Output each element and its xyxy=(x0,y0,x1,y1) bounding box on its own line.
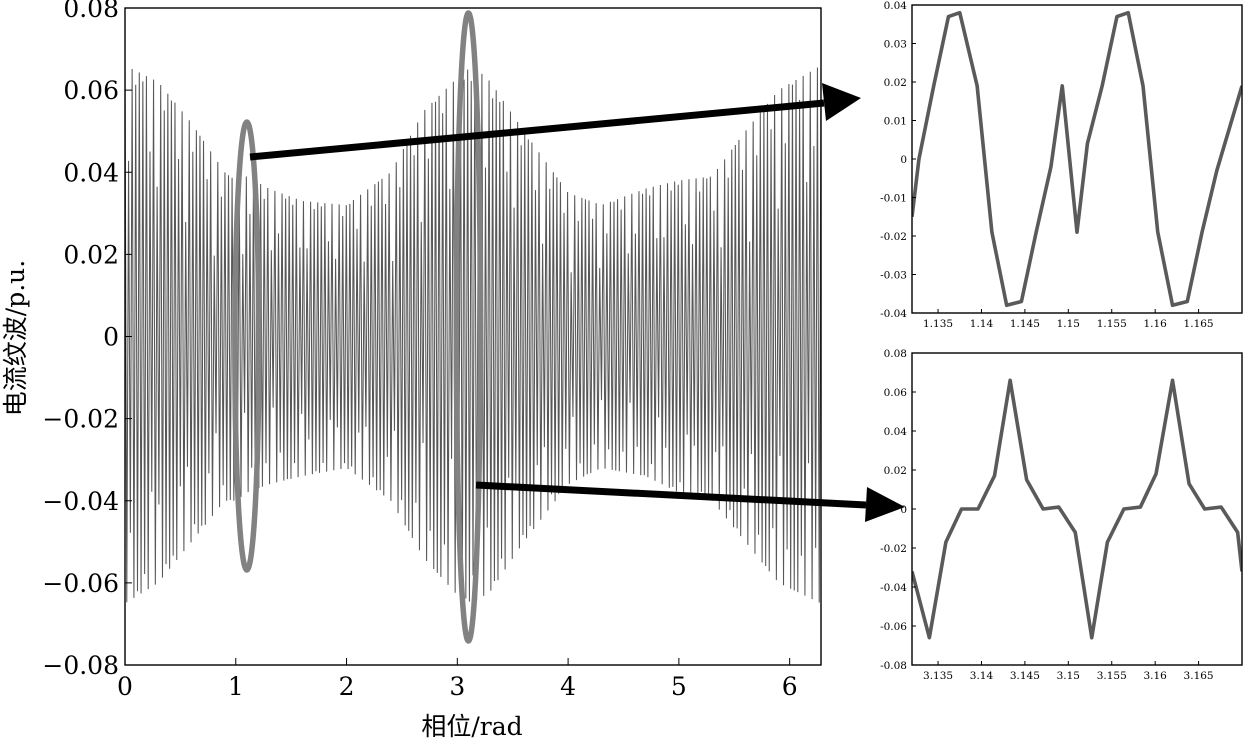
arrow-head-bottom xyxy=(865,487,905,522)
zoom-top-x-tick-label: 1.165 xyxy=(1184,318,1214,330)
zoom-top-plot-frame xyxy=(911,4,1243,314)
zoom-bottom-x-tick-label: 3.155 xyxy=(1097,670,1127,682)
zoom-bottom-y-tick-label: -0.06 xyxy=(880,621,907,633)
zoom-top-y-tick-label: -0.03 xyxy=(880,270,907,282)
main-y-tick-label: −0.06 xyxy=(42,569,119,598)
main-x-tick-label: 2 xyxy=(339,672,355,701)
zoom-top-series-line xyxy=(912,10,1242,308)
zoom-top-y-tick-label: -0.01 xyxy=(880,193,907,205)
zoom-bottom-line-group xyxy=(912,378,1242,640)
arrow-to-bottom-zoom xyxy=(475,481,867,509)
zoom-top-y-tick-label: 0.03 xyxy=(884,39,907,51)
arrow-to-top-zoom xyxy=(249,99,825,161)
zoom-bottom-y-tick-label: 0.04 xyxy=(884,426,908,438)
main-x-tick-label: 4 xyxy=(560,672,576,701)
main-y-tick-label: 0.02 xyxy=(63,240,119,269)
zoom-bottom-x-tick-label: 3.145 xyxy=(1010,670,1040,682)
main-waveform-series xyxy=(125,65,821,603)
main-y-tick-label: 0 xyxy=(103,323,119,352)
zoom-top-x-tick-label: 1.145 xyxy=(1010,318,1040,330)
main-waveform-group xyxy=(125,65,821,603)
zoom-bottom-y-tick-label: 0.02 xyxy=(884,465,907,477)
zoom-bottom-y-tick-label: 0 xyxy=(900,504,907,516)
main-x-tick-label: 5 xyxy=(671,672,687,701)
zoom-top-y-tick-label: 0 xyxy=(900,154,907,166)
main-x-tick-label: 6 xyxy=(782,672,798,701)
highlight-ellipse-1 xyxy=(232,119,262,573)
main-y-tick-label: 0.06 xyxy=(63,76,119,105)
zoom-bottom-y-tick-label: -0.08 xyxy=(880,660,907,672)
main-y-tick-label: −0.02 xyxy=(42,405,119,434)
main-y-tick-label: 0.04 xyxy=(63,158,119,187)
main-x-axis-title: 相位/rad xyxy=(421,712,522,741)
zoom-top-y-tick-label: 0.02 xyxy=(884,77,907,89)
zoom-chart-bottom: 3.135 3.14 3.145 3.15 3.155 3.16 3.165 0.08 0.06… xyxy=(880,348,1243,682)
main-y-tick-label: −0.04 xyxy=(42,487,119,516)
zoom-chart-top: 1.135 1.14 1.145 1.15 1.155 1.16 1.165 0.04 0.03… xyxy=(880,0,1243,330)
zoom-bottom-ticks: 3.135 3.14 3.145 3.15 3.155 3.16 3.165 0.08 0.06… xyxy=(880,348,1214,682)
main-y-tick-label: 0.08 xyxy=(63,0,119,23)
main-y-tick-label: −0.08 xyxy=(42,651,119,680)
zoom-top-y-tick-label: -0.04 xyxy=(880,308,907,320)
callout-arrows xyxy=(249,83,905,522)
highlight-ellipse-2 xyxy=(453,10,484,644)
zoom-top-y-tick-label: 0.04 xyxy=(884,0,908,12)
zoom-top-x-tick-label: 1.14 xyxy=(970,318,994,330)
main-x-tick-label: 0 xyxy=(117,672,133,701)
zoom-top-ticks: 1.135 1.14 1.145 1.15 1.155 1.16 1.165 0.04 0.03… xyxy=(880,0,1214,330)
zoom-bottom-y-tick-label: 0.08 xyxy=(884,348,907,360)
zoom-top-y-tick-label: 0.01 xyxy=(884,116,907,128)
zoom-top-y-tick-label: -0.02 xyxy=(880,231,907,243)
zoom-bottom-y-tick-label: 0.06 xyxy=(884,387,908,399)
zoom-top-line-group xyxy=(912,10,1242,308)
main-y-axis-title: 电流纹波/p.u. xyxy=(1,260,30,416)
main-x-tick-label: 3 xyxy=(449,672,465,701)
zoom-bottom-y-tick-label: -0.02 xyxy=(880,543,907,555)
arrow-head-top xyxy=(822,83,861,121)
zoom-top-x-tick-label: 1.155 xyxy=(1097,318,1127,330)
zoom-bottom-y-tick-label: -0.04 xyxy=(880,582,907,594)
zoom-bottom-x-tick-label: 3.15 xyxy=(1057,670,1080,682)
main-ticks: 0 1 2 3 4 5 6 0.08 0.06 0.04 0.02 0 −0.02 −0.04 −0.06 −… xyxy=(42,0,797,701)
zoom-top-x-tick-label: 1.135 xyxy=(923,318,953,330)
zoom-bottom-x-tick-label: 3.165 xyxy=(1184,670,1214,682)
zoom-bottom-x-tick-label: 3.16 xyxy=(1143,670,1167,682)
main-annotations xyxy=(232,10,484,644)
main-chart: 0 1 2 3 4 5 6 0.08 0.06 0.04 0.02 0 −0.02 −0.04 −0.06 −… xyxy=(1,0,822,741)
zoom-bottom-x-tick-label: 3.135 xyxy=(923,670,953,682)
zoom-bottom-series-line xyxy=(912,378,1242,640)
main-x-tick-label: 1 xyxy=(228,672,244,701)
zoom-top-x-tick-label: 1.16 xyxy=(1143,318,1167,330)
zoom-top-x-tick-label: 1.15 xyxy=(1057,318,1080,330)
zoom-bottom-x-tick-label: 3.14 xyxy=(970,670,994,682)
